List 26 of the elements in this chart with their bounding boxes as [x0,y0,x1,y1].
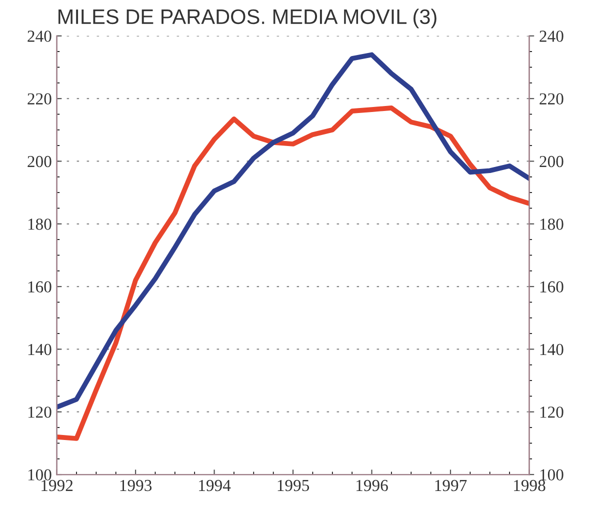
x-tick-label: 1994 [199,480,231,492]
y-tick-label: 120 [28,406,52,418]
chart-title: MILES DE PARADOS. MEDIA MOVIL (3) [58,8,436,28]
y2-tick-label: 220 [540,93,564,105]
line-series [56,106,530,441]
y-tick-label: 100 [28,469,52,480]
y2-tick-label: 240 [540,30,564,42]
x-tick-label: 1992 [42,480,73,492]
y2-tick-label: 120 [540,406,564,418]
line-series [56,52,530,410]
x-tick-label: 1996 [356,480,388,492]
x-tick-label: 1998 [514,480,546,492]
y-tick-label: 140 [28,344,52,356]
y2-tick-label: 180 [540,218,564,230]
x-tick-label: 1995 [278,480,310,492]
x-tick-label: 1993 [120,480,152,492]
y-tick-label: 220 [28,93,52,105]
x-tick-label: 1997 [435,480,467,492]
y-tick-label: 160 [28,281,52,292]
y-tick-label: 200 [28,156,52,168]
y-tick-label: 240 [28,30,52,42]
y-tick-label: 180 [28,218,52,230]
y2-tick-label: 100 [540,469,564,480]
y2-tick-label: 160 [540,281,564,292]
y2-tick-label: 140 [540,344,564,356]
y2-tick-label: 200 [540,156,564,168]
